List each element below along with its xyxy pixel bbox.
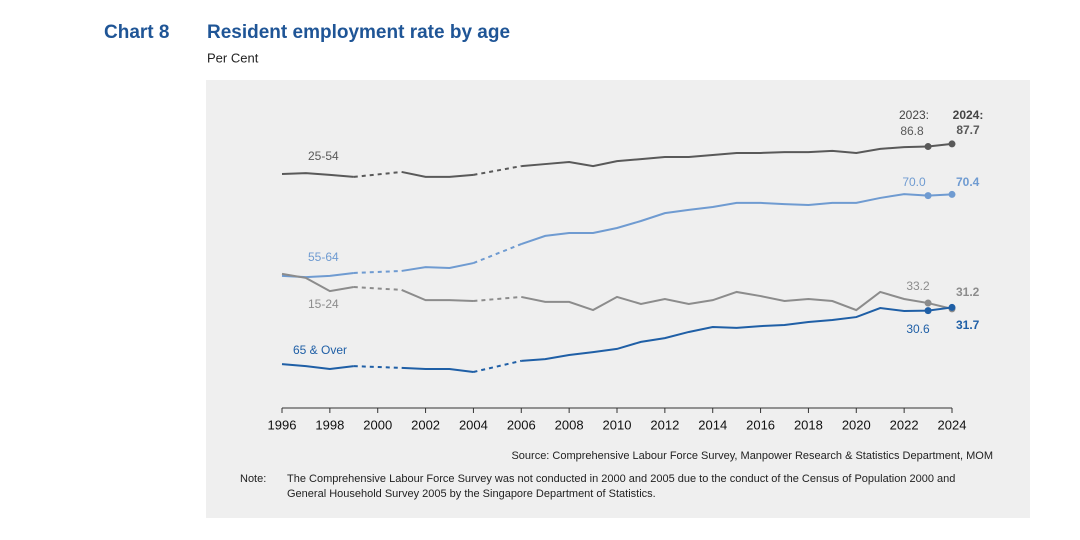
gap-connector <box>473 165 522 176</box>
source: Source: Comprehensive Labour Force Surve… <box>511 450 993 462</box>
point <box>924 192 932 200</box>
point <box>924 143 932 151</box>
x-tick-label: 2006 <box>507 417 536 432</box>
value-label: 30.6 <box>906 322 930 336</box>
point <box>948 303 956 311</box>
chart-label: Chart 8 <box>104 22 169 43</box>
note: The Comprehensive Labour Force Survey wa… <box>287 473 956 500</box>
series-name: 55-64 <box>308 250 339 264</box>
x-tick-label: 2008 <box>555 417 584 432</box>
annotation: 2023: <box>899 108 929 122</box>
x-tick-label: 2002 <box>411 417 440 432</box>
chart-panel <box>206 80 1030 518</box>
x-tick-label: 1996 <box>268 417 297 432</box>
x-tick-label: 2024 <box>938 417 967 432</box>
value-label: 33.2 <box>906 279 930 293</box>
value-label: 31.2 <box>956 285 980 299</box>
chart-title: Resident employment rate by age <box>207 22 510 43</box>
x-tick-label: 2018 <box>794 417 823 432</box>
annotation: 2024: <box>953 108 984 122</box>
value-label: 31.7 <box>956 318 980 332</box>
series-name: 65 & Over <box>293 343 347 357</box>
point <box>948 190 956 198</box>
series-line <box>281 306 953 373</box>
series-name: 25-54 <box>308 149 339 163</box>
gap-connector <box>473 243 522 264</box>
value-label: 86.8 <box>900 124 924 138</box>
x-tick-label: 1998 <box>315 417 344 432</box>
chart-subtitle: Per Cent <box>207 50 259 65</box>
x-tick-label: 2010 <box>603 417 632 432</box>
x-tick-label: 2020 <box>842 417 871 432</box>
x-tick-label: 2022 <box>890 417 919 432</box>
value-label: 70.4 <box>956 175 980 189</box>
note-label: Note: <box>240 473 267 485</box>
point <box>924 299 932 307</box>
series-line <box>281 142 953 178</box>
value-label: 87.7 <box>956 123 980 137</box>
series-line <box>281 272 953 312</box>
value-label: 70.0 <box>902 175 926 189</box>
x-tick-label: 2012 <box>650 417 679 432</box>
gap-connector <box>473 359 522 373</box>
point <box>924 307 932 315</box>
x-tick-label: 2016 <box>746 417 775 432</box>
x-tick-label: 2000 <box>363 417 392 432</box>
point <box>948 140 956 148</box>
gap-connector <box>353 170 402 178</box>
x-tick-label: 2004 <box>459 417 488 432</box>
series-name: 15-24 <box>308 297 339 311</box>
gap-connector <box>473 295 522 303</box>
x-tick-label: 2014 <box>698 417 727 432</box>
